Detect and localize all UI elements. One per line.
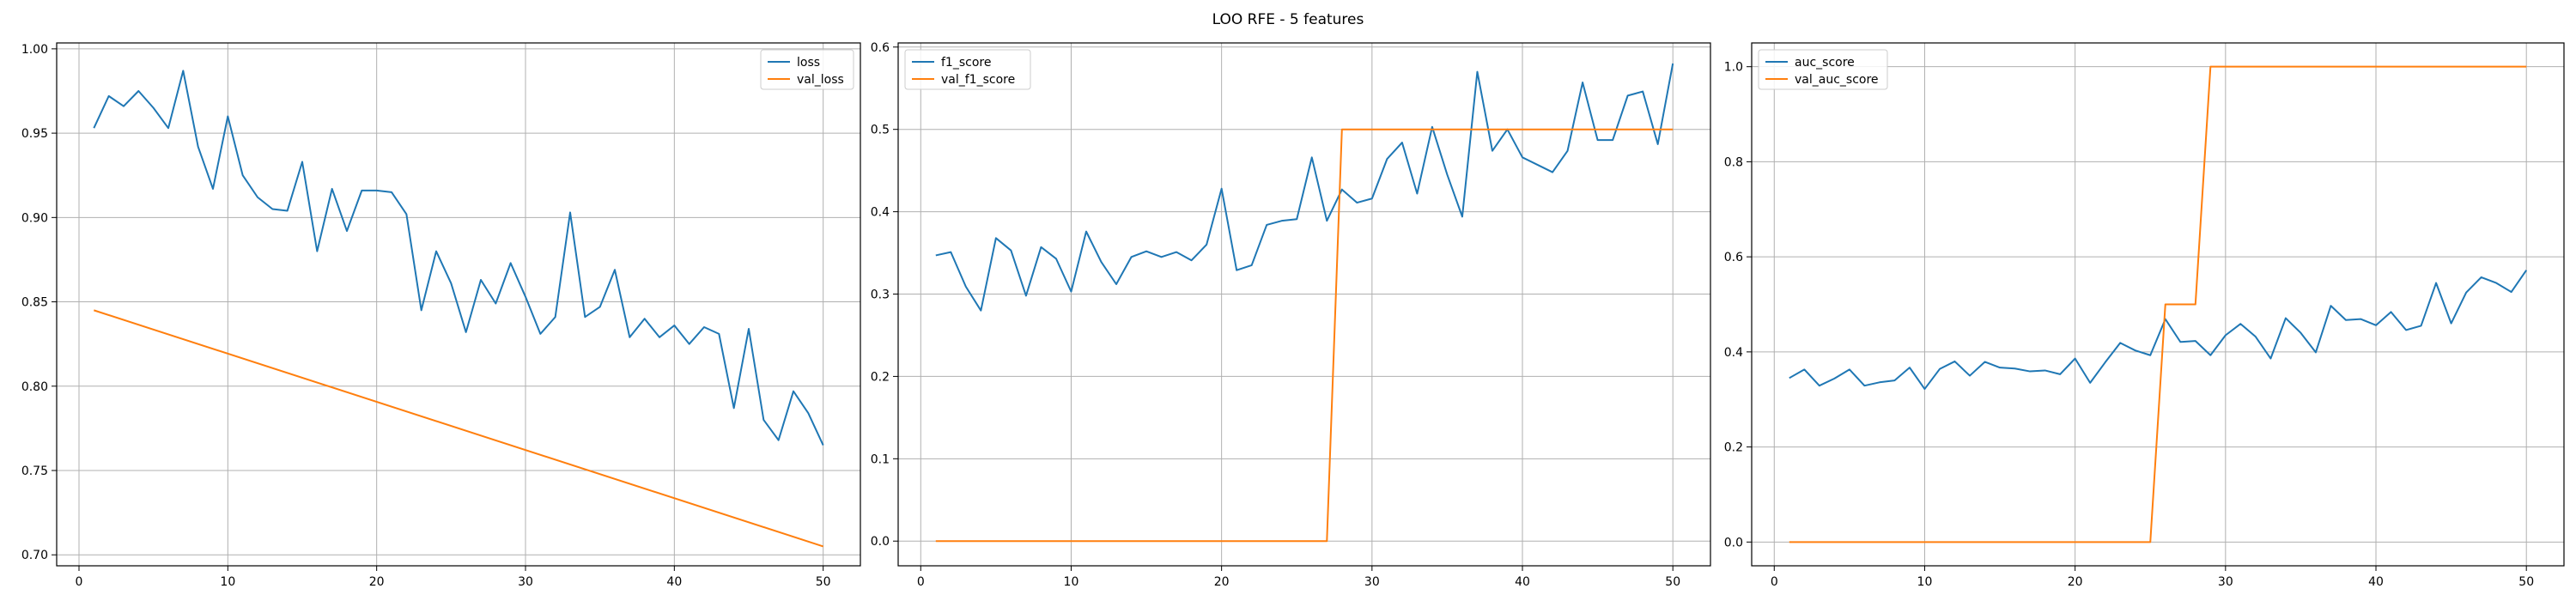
y-tick-label: 0.6 — [1724, 251, 1743, 264]
x-tick-label: 10 — [1064, 575, 1079, 589]
series-line-f1_score — [935, 63, 1674, 312]
legend-label: val_loss — [797, 73, 844, 87]
chart-1: 0 10 20 30 40 50 0.70 0.75 0.80 0.85 0.90 0.95 1.00 l… — [21, 42, 861, 589]
y-tick-label: 0.4 — [1724, 346, 1743, 360]
y-tick-label: 1.0 — [1724, 61, 1743, 75]
legend-label: val_f1_score — [941, 73, 1015, 87]
legend: f1_score val_f1_score — [904, 49, 1031, 90]
x-tick-label: 20 — [369, 575, 385, 589]
legend-label: loss — [797, 56, 820, 70]
y-tick-label: 0.5 — [871, 124, 890, 137]
x-tick-label: 40 — [2368, 575, 2384, 589]
chart-3: 0 10 20 30 40 50 0.0 0.2 0.4 0.6 0.8 1.0 auc_scoreva… — [1724, 42, 2565, 589]
figure-title: LOO RFE - 5 features — [1212, 11, 1364, 28]
y-tick-label: 0.8 — [1724, 155, 1743, 169]
y-tick-label: 0.85 — [21, 296, 48, 310]
x-tick-label: 10 — [220, 575, 235, 589]
x-tick-label: 0 — [917, 575, 925, 589]
axes-frame — [897, 42, 1711, 567]
y-tick-label: 0.0 — [1724, 536, 1743, 549]
legend: loss val_loss — [760, 49, 854, 90]
legend-box — [1758, 49, 1888, 90]
series-line-loss — [93, 70, 824, 446]
axes-frame — [1751, 42, 2565, 567]
x-tick-label: 20 — [1214, 575, 1230, 589]
x-tick-label: 0 — [76, 575, 83, 589]
y-tick-label: 0.75 — [21, 464, 48, 478]
x-tick-label: 10 — [1917, 575, 1933, 589]
legend-label: val_auc_score — [1795, 73, 1879, 87]
legend-box — [904, 49, 1031, 90]
y-tick-label: 0.90 — [21, 211, 48, 225]
legend-label: f1_score — [941, 56, 991, 70]
x-tick-label: 30 — [2218, 575, 2233, 589]
series-line-auc_score — [1789, 270, 2528, 391]
x-tick-label: 0 — [1771, 575, 1778, 589]
x-tick-label: 50 — [816, 575, 831, 589]
x-tick-label: 50 — [2518, 575, 2534, 589]
y-tick-label: 1.00 — [21, 43, 48, 57]
y-tick-label: 0.70 — [21, 549, 48, 562]
x-tick-label: 50 — [1665, 575, 1680, 589]
series-line-val_loss — [94, 309, 823, 548]
y-tick-label: 0.2 — [1724, 441, 1743, 455]
axes-frame — [56, 42, 861, 567]
x-tick-label: 40 — [1515, 575, 1530, 589]
x-tick-label: 30 — [1364, 575, 1380, 589]
legend-label: auc_score — [1795, 56, 1855, 70]
chart-2: 0 10 20 30 40 50 0.0 0.1 0.2 0.3 0.4 0.5 0.6 f1_score… — [871, 41, 1711, 589]
y-tick-label: 0.2 — [871, 370, 890, 384]
y-tick-label: 0.95 — [21, 127, 48, 141]
y-tick-label: 0.6 — [871, 41, 890, 55]
y-tick-label: 0.1 — [871, 452, 890, 466]
y-tick-label: 0.80 — [21, 380, 48, 394]
series-line-val_f1_score — [935, 128, 1674, 543]
legend: auc_score val_auc_score — [1758, 49, 1888, 90]
x-tick-label: 40 — [666, 575, 682, 589]
y-tick-label: 0.4 — [871, 206, 890, 220]
x-tick-label: 30 — [518, 575, 533, 589]
y-tick-label: 0.3 — [871, 288, 890, 302]
y-tick-label: 0.0 — [871, 535, 890, 549]
series-line-val_auc_score — [1789, 65, 2527, 543]
x-tick-label: 20 — [2068, 575, 2083, 589]
